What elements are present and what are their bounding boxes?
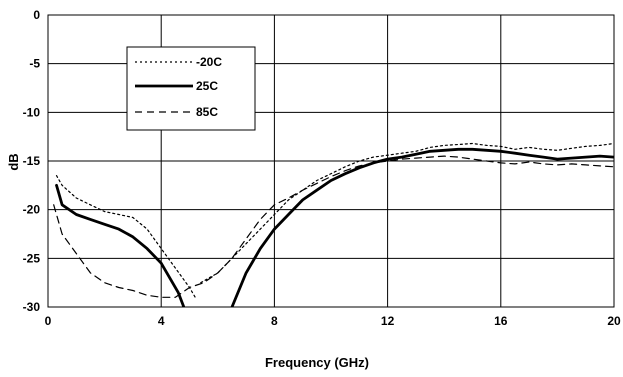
series-line-1-part-2 <box>200 142 614 284</box>
y-axis-title: dB <box>6 153 21 170</box>
x-tick-label: 8 <box>271 314 278 328</box>
legend: -20C 25C 85C <box>126 46 256 131</box>
plot-frame <box>47 14 615 308</box>
y-tick-label: -15 <box>23 154 41 168</box>
series-layer <box>53 142 614 307</box>
x-tick-label: 0 <box>45 314 52 328</box>
y-tick-label: -30 <box>23 300 41 314</box>
y-tick-label: -20 <box>23 203 41 217</box>
series-line-2-part-1 <box>55 183 186 307</box>
legend-box <box>126 46 256 131</box>
y-tick-label: -25 <box>23 251 41 265</box>
series-line-2-part-2 <box>230 147 614 307</box>
series-line-1-part-1 <box>55 175 196 298</box>
y-tick-label: 0 <box>33 8 40 22</box>
y-tick-label: -5 <box>29 57 40 71</box>
x-axis-title: Frequency (GHz) <box>265 355 369 370</box>
x-tick-label: 4 <box>158 314 165 328</box>
legend-label-25c: 25C <box>196 79 218 93</box>
x-tick-label: 20 <box>607 314 621 328</box>
legend-label-85c: 85C <box>196 105 218 119</box>
legend-label-minus20c: -20C <box>196 55 222 69</box>
tick-labels: 0 -5 -10 -15 -20 -25 -30 0 4 8 12 16 20 <box>23 8 621 328</box>
x-tick-label: 12 <box>381 314 395 328</box>
x-tick-label: 16 <box>494 314 508 328</box>
series-line-3 <box>53 155 614 298</box>
y-tick-label: -10 <box>23 105 41 119</box>
